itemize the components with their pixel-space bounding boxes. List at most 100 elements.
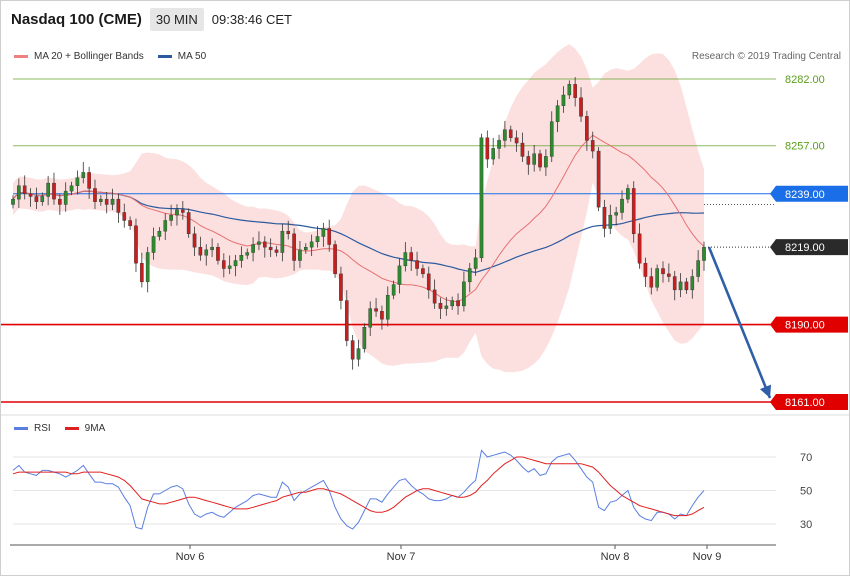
candle-body <box>262 241 267 248</box>
candle-body <box>456 300 460 307</box>
candle-body <box>181 209 185 213</box>
candle-body <box>356 348 361 360</box>
candle-body <box>268 246 273 251</box>
price-label-8257-00: 8257.00 <box>785 141 825 153</box>
candle-body <box>298 249 302 261</box>
candle-body <box>549 121 554 157</box>
candle-body <box>702 246 706 261</box>
candle-body <box>216 246 220 261</box>
candle-body <box>602 206 607 229</box>
candle-body <box>380 311 384 320</box>
rsi-9ma-line <box>12 456 705 517</box>
candle-body <box>157 230 162 237</box>
candle-body <box>339 273 343 301</box>
candle-body <box>227 265 232 269</box>
legend-ma20: MA 20 + Bollinger Bands <box>14 51 144 62</box>
candle-body <box>438 303 443 309</box>
candle-body <box>134 225 138 264</box>
moving-averages <box>12 134 705 303</box>
legend-rsi: RSI <box>14 423 51 434</box>
candle-body <box>69 185 74 192</box>
candle-body <box>140 262 144 283</box>
candle-body <box>280 230 285 253</box>
price-badge-2 <box>770 185 848 202</box>
candle-body <box>251 244 255 253</box>
candle-body <box>532 153 536 165</box>
candle-body <box>122 212 127 221</box>
legend-rsi-label: RSI <box>34 423 51 434</box>
candle-body <box>198 246 203 256</box>
candle-body <box>403 252 408 267</box>
candle-body <box>116 198 121 213</box>
price-badges: 8282.00 8257.00 8239.00 8219.00 8190.00 8161.… <box>770 74 848 410</box>
candle-body <box>192 233 197 248</box>
candle-body <box>620 198 624 213</box>
candle-body <box>661 268 665 275</box>
candle-body <box>573 84 577 98</box>
price-badge-3 <box>770 239 848 256</box>
copyright-notice: Research © 2019 Trading Central <box>691 51 841 62</box>
candle-body <box>579 97 583 117</box>
candle-body <box>544 156 548 168</box>
x-label-nov-7: Nov 7 <box>387 551 416 563</box>
candle-body <box>444 305 449 309</box>
candle-body <box>596 150 601 208</box>
candle-body <box>426 273 431 291</box>
candle-body <box>22 185 27 194</box>
candle-body <box>233 260 238 267</box>
candle-body <box>462 281 466 307</box>
price-badge-5 <box>770 394 848 410</box>
price-label-8219-00: 8219.00 <box>785 242 825 254</box>
ma20-line <box>12 134 705 303</box>
candle-body <box>520 142 525 157</box>
candle-body <box>391 284 396 296</box>
candle-body <box>163 220 168 232</box>
price-label-8190-00: 8190.00 <box>785 320 825 332</box>
legend-9ma: 9MA <box>64 423 105 434</box>
candle-body <box>274 249 279 253</box>
candle-body <box>690 276 695 291</box>
x-label-nov-8: Nov 8 <box>601 551 630 563</box>
candle-body <box>75 177 80 186</box>
candle-body <box>432 289 437 304</box>
instrument-title: Nasdaq 100 (CME) <box>11 10 142 28</box>
rsi-tick-50: 50 <box>800 486 812 498</box>
legend-ma50-label: MA 50 <box>177 51 207 62</box>
candle-body <box>590 140 595 152</box>
candle-body <box>637 233 642 264</box>
candle-body <box>315 236 320 243</box>
candle-body <box>104 198 109 205</box>
rsi-tick-70: 70 <box>800 452 812 464</box>
candle-body <box>222 260 226 269</box>
x-label-nov-6: Nov 6 <box>176 551 205 563</box>
projection-arrow-line <box>707 246 772 399</box>
candle-body <box>643 262 648 277</box>
candle-body <box>175 209 179 216</box>
candle-body <box>409 252 414 261</box>
x-label-nov-9: Nov 9 <box>693 551 722 563</box>
price-legend: MA 20 + Bollinger Bands MA 50 <box>14 51 220 62</box>
legend-ma20-swatch <box>14 55 28 58</box>
legend-rsi-swatch <box>14 427 28 430</box>
timeframe-badge[interactable]: 30 MIN <box>149 7 204 31</box>
candle-body <box>239 254 244 261</box>
timestamp: 09:38:46 CET <box>211 11 292 27</box>
candle-body <box>52 182 56 200</box>
candle-body <box>421 268 425 275</box>
candle-body <box>333 244 337 275</box>
candle-body <box>696 260 700 277</box>
candle-body <box>608 214 613 229</box>
candle-body <box>321 228 326 237</box>
candle-body <box>17 185 21 200</box>
candle-body <box>538 153 542 168</box>
candle-body <box>292 233 296 261</box>
legend-ma50-swatch <box>157 55 172 58</box>
legend-9ma-swatch <box>64 427 79 430</box>
candle-body <box>567 84 572 96</box>
candle-body <box>303 246 308 251</box>
candle-body <box>555 105 560 122</box>
legend-ma20-label: MA 20 + Bollinger Bands <box>34 51 144 62</box>
candle-body <box>614 212 618 216</box>
candle-body <box>34 196 39 202</box>
